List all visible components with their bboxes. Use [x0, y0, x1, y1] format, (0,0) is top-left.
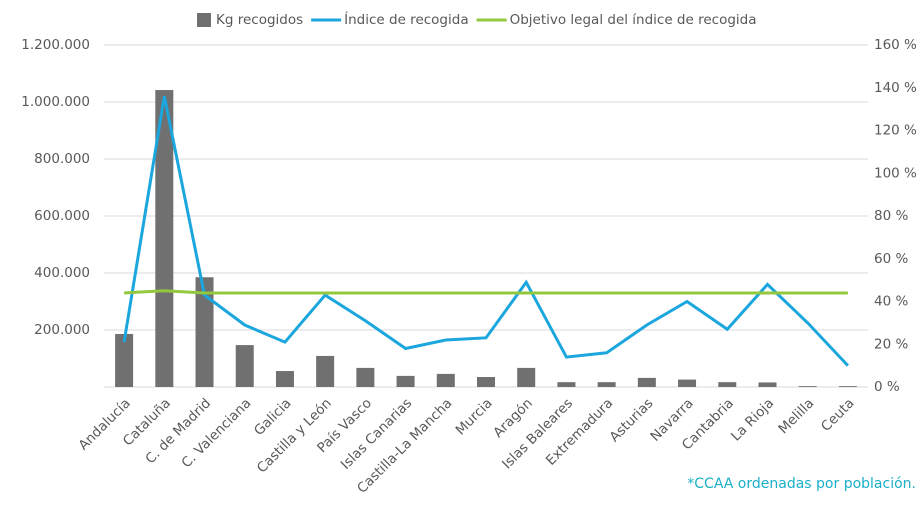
- x-tick-label: Murcia: [453, 395, 496, 438]
- line: [122, 96, 849, 367]
- y-tick-label: 1.000.000: [21, 94, 90, 110]
- x-tick-label: Ceuta: [818, 395, 857, 434]
- bar: [758, 382, 777, 387]
- bar: [597, 382, 616, 387]
- annotation: *CCAA ordenadas por población.: [687, 476, 916, 492]
- bar: [517, 367, 536, 387]
- y-tick-label: 1.200.000: [21, 37, 90, 53]
- bar: [718, 382, 737, 387]
- legend-label: Objetivo legal del índice de recogida: [510, 12, 757, 28]
- y2-tick-label: 160 %: [874, 37, 917, 53]
- x-tick-label: C. Valenciana: [178, 395, 254, 471]
- bar: [436, 373, 455, 387]
- bar: [477, 377, 495, 387]
- legend-label: Índice de recogida: [344, 11, 468, 28]
- y2-tick-label: 80 %: [874, 208, 908, 224]
- bar: [838, 386, 857, 387]
- legend-swatch: [197, 13, 211, 27]
- x-tick-label: La Rioja: [728, 395, 777, 444]
- bar: [316, 355, 335, 387]
- x-tick-label: Asturias: [606, 395, 656, 445]
- line: [124, 289, 848, 295]
- y2-tick-label: 0 %: [874, 379, 900, 395]
- y2-tick-label: 20 %: [874, 336, 908, 352]
- bar: [396, 375, 415, 387]
- bar: [195, 277, 214, 387]
- x-tick-label: Islas Baleares: [499, 395, 576, 472]
- bar: [678, 379, 697, 387]
- bar: [115, 333, 134, 387]
- y2-tick-label: 40 %: [874, 294, 908, 310]
- bar: [155, 90, 174, 387]
- bar: [356, 367, 375, 387]
- y-tick-label: 800.000: [34, 151, 90, 167]
- y2-tick-label: 100 %: [874, 165, 917, 181]
- y2-tick-label: 60 %: [874, 251, 908, 267]
- bar: [557, 382, 576, 387]
- y-tick-label: 600.000: [34, 208, 90, 224]
- x-tick-label: Andalucía: [76, 395, 134, 453]
- y-tick-label: 400.000: [34, 265, 90, 281]
- y-tick-label: 200.000: [34, 322, 90, 338]
- y2-tick-label: 120 %: [874, 123, 917, 139]
- bar: [798, 386, 817, 387]
- y2-tick-label: 140 %: [874, 80, 917, 96]
- bar: [275, 371, 294, 387]
- legend-label: Kg recogidos: [216, 12, 303, 28]
- x-tick-label: Melilla: [775, 395, 817, 437]
- bar: [637, 377, 656, 387]
- bar: [235, 345, 254, 387]
- x-tick-label: Islas Canarias: [338, 395, 415, 472]
